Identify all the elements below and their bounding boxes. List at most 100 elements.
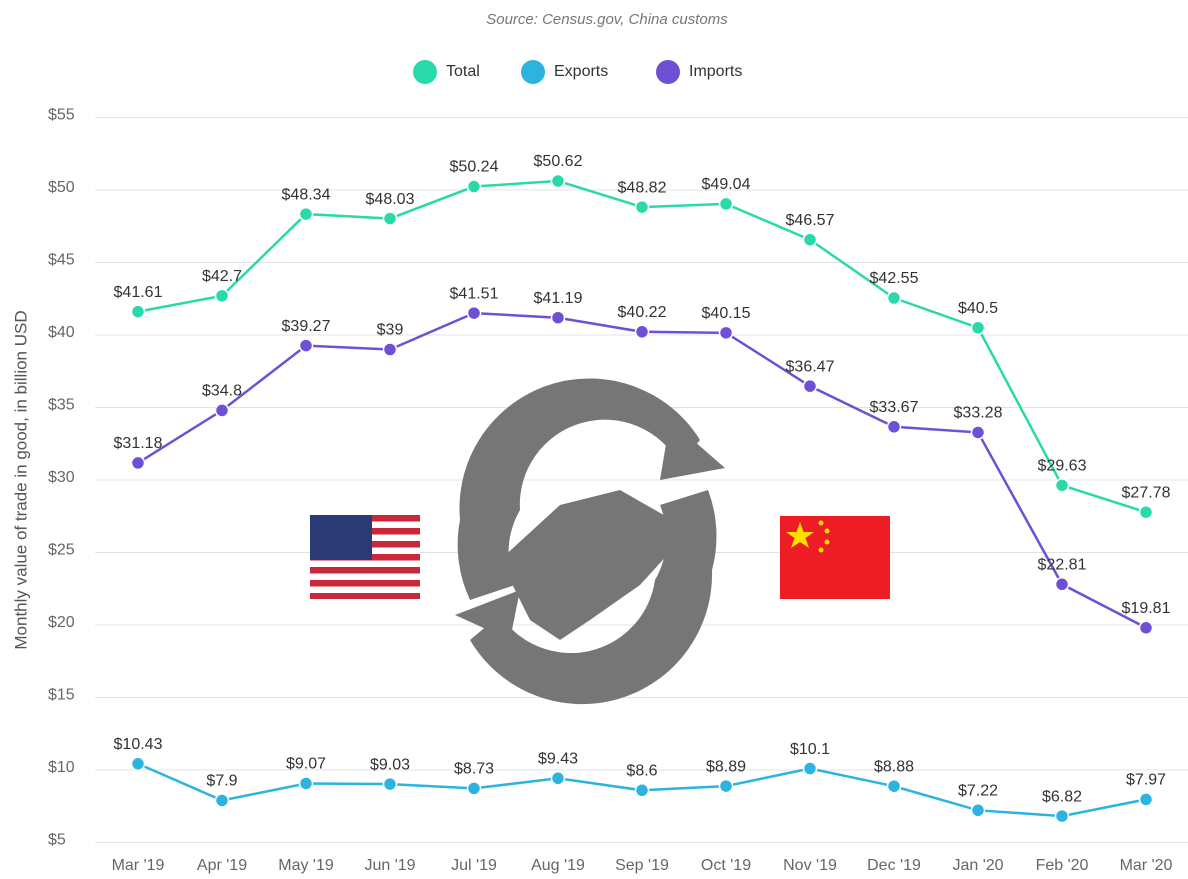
y-tick-label: $10 xyxy=(48,759,75,776)
x-tick-label: Feb '20 xyxy=(1036,857,1089,874)
data-point xyxy=(718,196,734,212)
data-label: $9.03 xyxy=(370,756,410,773)
data-point xyxy=(382,342,398,357)
data-point xyxy=(214,793,230,808)
data-point xyxy=(970,320,986,335)
data-label: $42.7 xyxy=(202,268,242,285)
data-point xyxy=(634,199,650,215)
data-point xyxy=(802,232,818,247)
data-label: $39.27 xyxy=(282,318,331,335)
data-label: $22.81 xyxy=(1038,556,1087,573)
y-tick-label: $55 xyxy=(48,107,75,124)
x-tick-label: Nov '19 xyxy=(783,857,837,874)
data-label: $31.18 xyxy=(114,435,163,452)
data-point xyxy=(130,304,146,319)
data-label: $50.24 xyxy=(450,159,499,176)
data-label: $33.28 xyxy=(954,405,1003,422)
data-label: $34.8 xyxy=(202,383,242,400)
data-label: $48.34 xyxy=(282,186,331,203)
data-label: $29.63 xyxy=(1038,458,1087,475)
legend-swatch xyxy=(413,60,437,84)
data-label: $27.78 xyxy=(1122,484,1171,501)
data-label: $10.1 xyxy=(790,741,830,758)
legend-label: Total xyxy=(446,63,480,80)
y-tick-label: $40 xyxy=(48,324,75,341)
x-tick-label: Mar '19 xyxy=(112,857,165,874)
data-point xyxy=(1054,808,1070,824)
legend: Total Exports Imports xyxy=(413,60,742,84)
data-point xyxy=(970,425,986,440)
x-tick-label: Dec '19 xyxy=(867,857,921,874)
legend-label: Exports xyxy=(554,63,608,80)
data-label: $10.43 xyxy=(114,736,163,753)
data-point xyxy=(466,305,482,321)
y-axis-label: Monthly value of trade in good, in billi… xyxy=(11,310,30,649)
data-point xyxy=(886,290,902,306)
data-label: $41.19 xyxy=(534,290,583,307)
data-point xyxy=(1138,620,1154,636)
data-label: $49.04 xyxy=(702,176,751,193)
data-label: $9.07 xyxy=(286,756,326,773)
data-label: $41.51 xyxy=(450,285,499,302)
y-tick-label: $20 xyxy=(48,614,75,631)
data-label: $48.03 xyxy=(366,191,415,208)
data-point xyxy=(466,179,482,194)
data-label: $7.97 xyxy=(1126,772,1166,789)
x-tick-label: Jun '19 xyxy=(364,857,415,874)
data-point xyxy=(214,403,230,418)
data-point xyxy=(550,310,566,325)
data-label: $40.15 xyxy=(702,305,751,322)
x-tick-label: Jul '19 xyxy=(451,857,497,874)
data-label: $46.57 xyxy=(786,212,835,229)
data-point xyxy=(214,288,230,304)
data-point xyxy=(970,803,986,818)
data-label: $40.5 xyxy=(958,300,998,317)
legend-label: Imports xyxy=(689,63,742,80)
legend-swatch xyxy=(656,60,680,84)
y-tick-label: $5 xyxy=(48,832,66,849)
y-tick-label: $25 xyxy=(48,542,75,559)
data-label: $42.55 xyxy=(870,270,919,287)
data-point xyxy=(1054,478,1070,493)
data-label: $6.82 xyxy=(1042,788,1082,805)
data-point xyxy=(886,778,902,794)
data-point xyxy=(1138,504,1154,520)
data-label: $8.73 xyxy=(454,761,494,778)
data-label: $33.67 xyxy=(870,399,919,416)
china-flag xyxy=(780,516,890,599)
data-point xyxy=(550,173,566,189)
data-point xyxy=(382,776,398,792)
data-label: $41.61 xyxy=(114,284,163,301)
data-label: $40.22 xyxy=(618,304,667,321)
x-tick-label: Jan '20 xyxy=(952,857,1003,874)
data-label: $7.9 xyxy=(206,773,237,790)
y-tick-label: $45 xyxy=(48,252,75,269)
data-label: $9.43 xyxy=(538,750,578,767)
data-point xyxy=(298,338,314,353)
data-label: $39 xyxy=(377,322,404,339)
data-point xyxy=(886,419,902,435)
subtitle: Source: Census.gov, China customs xyxy=(486,11,728,28)
y-tick-label: $35 xyxy=(48,397,75,414)
data-label: $8.89 xyxy=(706,758,746,775)
data-label: $7.22 xyxy=(958,783,998,800)
y-tick-label: $30 xyxy=(48,469,75,486)
x-tick-label: Oct '19 xyxy=(701,857,751,874)
data-point xyxy=(802,761,818,776)
data-point xyxy=(718,778,734,794)
x-tick-label: Aug '19 xyxy=(531,857,585,874)
y-tick-label: $50 xyxy=(48,179,75,196)
data-label: $48.82 xyxy=(618,179,667,196)
data-point xyxy=(130,756,146,772)
x-tick-label: Mar '20 xyxy=(1120,857,1173,874)
x-tick-label: May '19 xyxy=(278,857,334,874)
decoration xyxy=(310,378,890,705)
data-label: $8.88 xyxy=(874,758,914,775)
data-point xyxy=(634,783,650,798)
data-point xyxy=(1054,577,1070,592)
us-flag xyxy=(310,515,420,599)
data-point xyxy=(1138,792,1154,807)
data-label: $19.81 xyxy=(1122,600,1171,617)
data-label: $8.6 xyxy=(626,763,657,780)
